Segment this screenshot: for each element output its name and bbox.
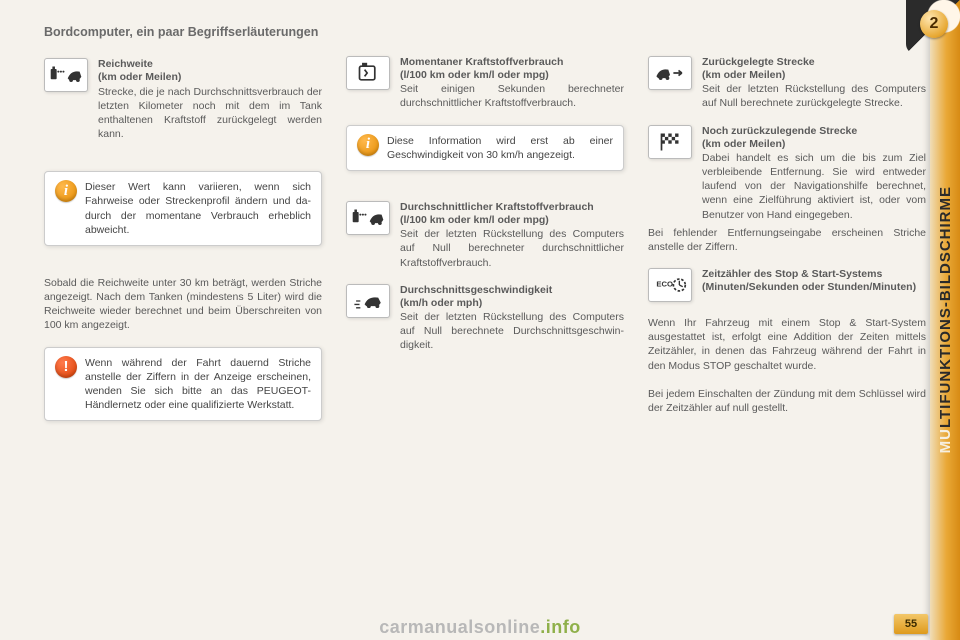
inst-title: Momentaner Kraftstoffverbrauch: [400, 56, 624, 69]
avgc-body: Seit der letzten Rückstellung des Comput…: [400, 227, 624, 270]
eco-unit: (Minuten/Sekunden oder Stun­den/Minuten): [702, 281, 926, 294]
column-2: Momentaner Kraftstoffverbrauch (l/100 km…: [346, 24, 624, 626]
fuel-range-icon: [44, 58, 88, 92]
range-note: Sobald die Reichweite unter 30 km be­trä…: [44, 276, 322, 333]
watermark-url: carmanualsonline.info: [0, 617, 960, 638]
info-icon: i: [55, 180, 77, 202]
content-area: Bordcomputer, ein paar Begriffserläuteru…: [0, 0, 960, 640]
column-3: Zurückgelegte Strecke (km oder Meilen) S…: [648, 24, 926, 626]
range-unit: (km oder Meilen): [98, 71, 322, 84]
chapter-side-tab: MULTIFUNKTIONS-BILDSCHIRME: [930, 0, 960, 640]
avgs-unit: (km/h oder mph): [400, 297, 624, 310]
avg-speed-block: Durchschnittsgeschwindigkeit (km/h oder …: [346, 284, 624, 353]
inst-body: Seit einigen Sekunden berech­neter durch…: [400, 82, 624, 110]
rem-unit: (km oder Meilen): [702, 138, 926, 151]
avgc-unit: (l/100 km oder km/l oder mpg): [400, 214, 624, 227]
checkered-flag-icon: [648, 125, 692, 159]
range-body: Strecke, die je nach Durch­schnittsverbr…: [98, 85, 322, 142]
distance-block: Zurückgelegte Strecke (km oder Meilen) S…: [648, 56, 926, 111]
fuel-can-icon: [346, 56, 390, 90]
inst-unit: (l/100 km oder km/l oder mpg): [400, 69, 624, 82]
rem-body: Dabei handelt es sich um die bis zum Zie…: [702, 151, 926, 222]
car-arrow-icon: [648, 56, 692, 90]
eco-block: ECO Zeitzähler des Stop & Start-Systems …: [648, 268, 926, 302]
info-icon: i: [357, 134, 379, 156]
side-label: MULTIFUNKTIONS-BILDSCHIRME: [937, 186, 954, 453]
car-speed-icon: [346, 284, 390, 318]
dist-body: Seit der letzten Rückstel­lung des Compu…: [702, 82, 926, 110]
warning-callout: ! Wenn während der Fahrt dau­ernd Strich…: [44, 347, 322, 422]
range-title: Reichweite: [98, 58, 322, 71]
manual-page: Bordcomputer, ein paar Begriffserläuteru…: [0, 0, 960, 640]
info-text: Diese Information wird erst ab einer Ges…: [387, 134, 613, 162]
rem-title: Noch zurückzulegende Strecke: [702, 125, 926, 138]
avgc-title: Durchschnittlicher Kraftstoffverbrauch: [400, 201, 624, 214]
avgs-title: Durchschnittsgeschwindigkeit: [400, 284, 624, 297]
section-heading: Bordcomputer, ein paar Begriffserläuteru…: [44, 24, 322, 40]
range-block: Reichweite (km oder Meilen) Strecke, die…: [44, 58, 322, 141]
instant-consumption-block: Momentaner Kraftstoffverbrauch (l/100 km…: [346, 56, 624, 111]
chapter-corner: 2: [906, 0, 960, 54]
eco-para1: Wenn Ihr Fahrzeug mit einem Stop & Start…: [648, 316, 926, 373]
info-callout-variation: i Dieser Wert kann variieren, wenn sich …: [44, 171, 322, 246]
info-callout-speed: i Diese Information wird erst ab einer G…: [346, 125, 624, 171]
column-1: Bordcomputer, ein paar Begriffserläuteru…: [44, 24, 322, 626]
dist-unit: (km oder Meilen): [702, 69, 926, 82]
dist-title: Zurückgelegte Strecke: [702, 56, 926, 69]
eco-clock-icon: ECO: [648, 268, 692, 302]
info-text: Dieser Wert kann variieren, wenn sich Fa…: [85, 180, 311, 237]
rem-body2: Bei fehlender Entfernungseingabe er­sche…: [648, 226, 926, 254]
pump-car-icon: [346, 201, 390, 235]
chapter-number: 2: [920, 10, 948, 38]
avg-consumption-block: Durchschnittlicher Kraftstoffverbrauch (…: [346, 201, 624, 270]
remaining-block: Noch zurückzulegende Strecke (km oder Me…: [648, 125, 926, 254]
eco-title: Zeitzähler des Stop & Start-Systems: [702, 268, 926, 281]
warning-icon: !: [55, 356, 77, 378]
eco-para2: Bei jedem Einschalten der Zündung mit de…: [648, 387, 926, 415]
avgs-body: Seit der letzten Rückstellung des Comput…: [400, 310, 624, 353]
warning-text: Wenn während der Fahrt dau­ernd Striche …: [85, 356, 311, 413]
svg-text:ECO: ECO: [656, 280, 673, 289]
